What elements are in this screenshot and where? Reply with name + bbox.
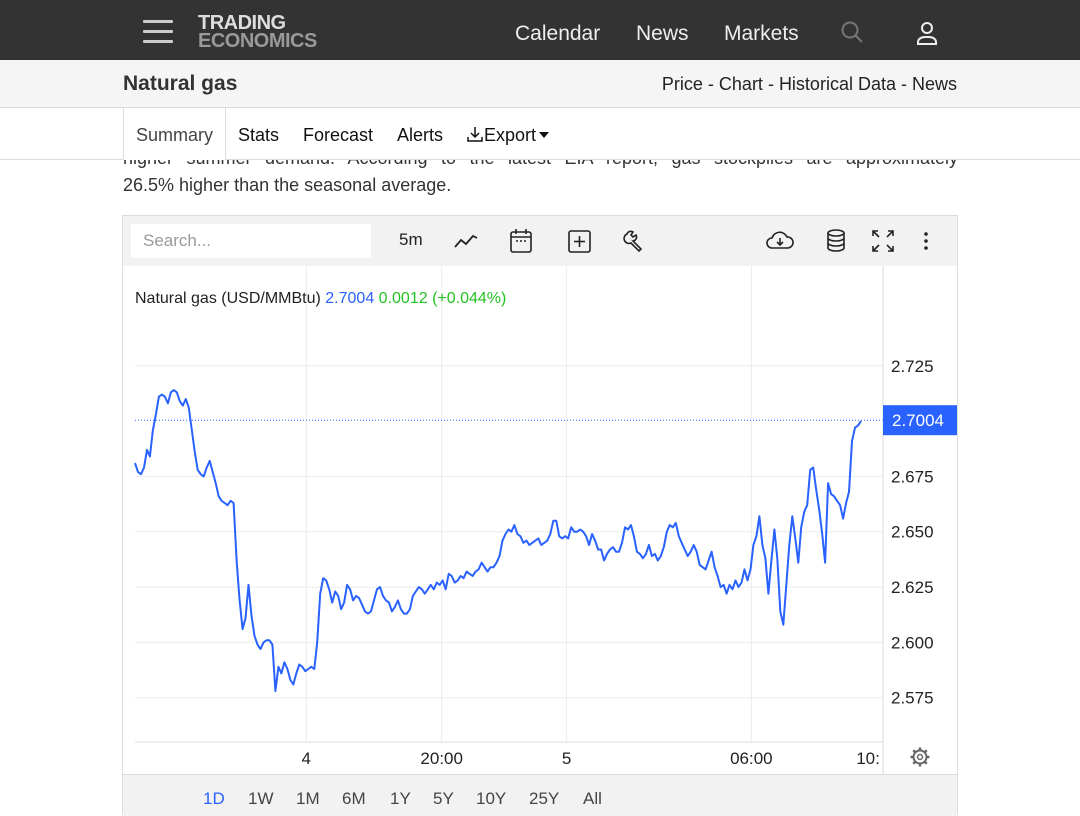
y-tick-label: 2.675 [891,467,934,486]
x-tick-label: 4 [302,749,311,768]
nav-markets[interactable]: Markets [724,22,799,45]
tab-alerts[interactable]: Alerts [397,125,444,145]
crumb-separator: - [895,74,912,94]
x-tick-label: 06:00 [730,749,773,768]
search-icon[interactable] [840,20,864,49]
period-all[interactable]: All [583,789,602,808]
y-tick-label: 2.575 [891,689,934,708]
crumb-historical-data[interactable]: Historical Data [778,74,896,94]
period-selector: 1D 1W 1M 6M 1Y 5Y 10Y 25Y All [123,774,957,816]
tab-summary-box [123,108,226,160]
download-icon [467,127,483,142]
chart-settings-icon[interactable] [910,747,930,767]
tabs-bar: Summary Stats Forecast Alerts Export [0,108,1080,160]
last-price-label-bg [883,405,957,436]
period-1y[interactable]: 1Y [390,789,411,808]
x-tick-label: 10: [856,749,880,768]
wrench-icon[interactable] [623,228,647,259]
subheader: Natural gas Price - Chart - Historical D… [0,60,1080,108]
top-navigation-bar: TRADING ECONOMICS Calendar News Markets [0,0,1080,60]
y-tick-label: 2.650 [891,523,934,542]
user-icon[interactable] [915,20,939,51]
tab-stats[interactable]: Stats [238,125,280,145]
logo[interactable]: TRADING ECONOMICS [198,12,317,52]
more-icon[interactable] [921,228,931,259]
period-5y[interactable]: 5Y [433,789,454,808]
tab-forecast[interactable]: Forecast [303,125,374,145]
fullscreen-icon[interactable] [871,228,895,259]
legend-change: 0.0012 [378,290,428,307]
crumb-separator: - [702,74,719,94]
export-button[interactable]: Export [466,125,550,146]
export-label: Export [484,125,537,145]
symbol-search-input[interactable] [131,224,371,258]
period-6m[interactable]: 6M [342,789,366,808]
page-title: Natural gas [123,72,238,95]
period-1w[interactable]: 1W [248,789,274,808]
legend-last-value: 2.7004 [325,290,375,307]
crumb-chart[interactable]: Chart [718,74,763,94]
chart-plot-area[interactable]: 2.725 2.675 2.650 2.625 2.600 2.575 4 20:00 5 06:… [123,266,957,774]
logo-line2: ECONOMICS [198,30,317,52]
nav-news[interactable]: News [636,22,689,45]
crumb-news[interactable]: News [911,74,957,94]
y-tick-label: 2.600 [891,633,934,652]
nav-calendar[interactable]: Calendar [515,22,601,45]
period-25y[interactable]: 25Y [529,789,560,808]
line-chart-icon[interactable] [453,228,479,259]
y-tick-label: 2.625 [891,578,934,597]
crumb-price[interactable]: Price [661,74,703,94]
y-tick-label: 2.725 [891,357,934,376]
chart-toolbar: 5m [123,216,957,266]
legend-symbol-name: Natural gas (USD/MMBtu) [135,290,321,307]
caret-down-icon [539,131,550,138]
chart-legend: Natural gas (USD/MMBtu) 2.7004 0.0012 (+… [135,290,506,308]
price-series-line [134,389,862,693]
article-line-2: 26.5% higher than the seasonal average. [123,175,452,195]
period-10y[interactable]: 10Y [476,789,507,808]
period-1d[interactable]: 1D [203,789,225,808]
calendar-icon[interactable] [509,228,533,259]
breadcrumb: Price - Chart - Historical Data - News [662,74,957,95]
tab-summary[interactable]: Summary [136,125,214,145]
logo-line1: TRADING [198,12,286,34]
x-tick-label: 20:00 [420,749,463,768]
price-chart[interactable]: 2.725 2.675 2.650 2.625 2.600 2.575 4 20:00 5 06:… [123,266,957,774]
database-icon[interactable] [825,228,847,259]
interval-button[interactable]: 5m [399,230,423,249]
x-tick-label: 5 [562,749,571,768]
legend-change-percent: (+0.044%) [432,290,507,307]
add-indicator-icon[interactable] [567,228,593,259]
last-price-label: 2.7004 [892,411,944,430]
period-1m[interactable]: 1M [296,789,320,808]
cloud-download-icon[interactable] [765,228,795,259]
menu-icon[interactable] [143,20,173,44]
crumb-separator: - [762,74,779,94]
